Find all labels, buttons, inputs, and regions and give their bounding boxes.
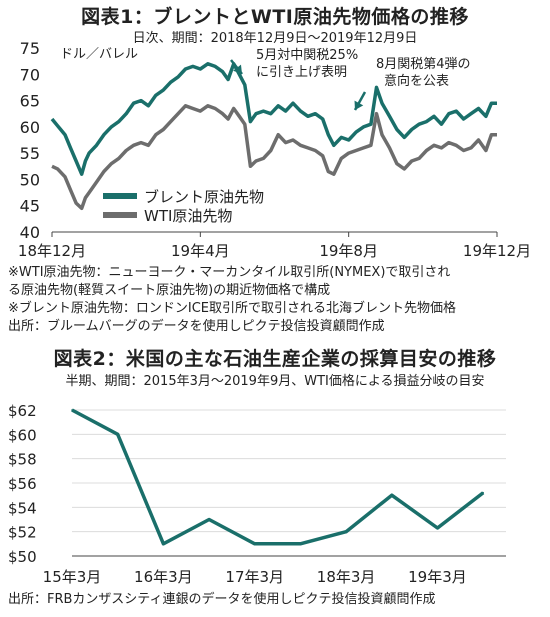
breakeven-point-7 — [390, 494, 393, 496]
breakeven-point-2 — [162, 543, 165, 545]
x-tick-label-0: 15年3月 — [43, 568, 102, 586]
chart1-source: 出所：ブルームバーグのデータを使用しピクテ投信投資顧問作成 — [8, 319, 385, 334]
y-tick-label-5: $60 — [8, 426, 37, 444]
y-tick-label-3: 55 — [20, 144, 40, 163]
breakeven-line — [71, 408, 485, 546]
x-tick-label-2: 19年8月 — [319, 242, 378, 260]
y-tick-label-0: $50 — [8, 548, 37, 566]
y-tick-label-0: 40 — [20, 223, 40, 242]
chart1-note-2: る原油先物(軽質スイート原油先物)の期近物価格で構成 — [8, 283, 331, 298]
chart2-title: 図表2：米国の主な石油生産企業の採算目安の推移 — [53, 348, 497, 370]
annotation-2-arrow-head — [354, 100, 364, 110]
x-tick-label-3: 19年12月 — [463, 242, 531, 260]
breakeven-point-8 — [436, 527, 439, 529]
annotation-1-line-2: に引き上げ表明 — [256, 65, 347, 80]
y-tick-label-2: 50 — [20, 170, 40, 189]
x-tick-label-6: 18年3月 — [317, 568, 376, 586]
breakeven-point-3 — [208, 518, 210, 521]
y-tick-label-1: $52 — [8, 524, 37, 542]
breakeven-point-9 — [482, 491, 484, 494]
y-tick-label-4: 60 — [20, 118, 40, 137]
breakeven-point-0 — [71, 409, 73, 411]
chart2-plot: $50 $52 $54 $56 $58 $60 $62 15年3月 16年3月 17年3月 18年3… — [8, 402, 506, 586]
y-tick-label-1: 45 — [20, 197, 40, 216]
y-tick-label-7: 75 — [20, 40, 40, 58]
x-tick-label-4: 17年3月 — [225, 568, 284, 586]
annotation-2-line-1: 8月関税第4弾の — [376, 57, 471, 72]
chart2-subtitle: 半期、期間：2015年3月～2019年9月、WTI価格による損益分岐の目安 — [65, 374, 485, 389]
y-tick-label-2: $54 — [8, 499, 37, 517]
y-tick-label-6: 70 — [20, 65, 40, 84]
x-tick-label-8: 19年3月 — [408, 568, 467, 586]
y-tick-label-6: $62 — [8, 402, 37, 420]
y-tick-label-5: 65 — [20, 92, 40, 111]
chart1-title: 図表1：ブレントとWTI原油先物価格の推移 — [81, 6, 469, 28]
series-line-brent — [50, 62, 497, 176]
annotation-2-line-2: 意向を公表 — [384, 73, 449, 89]
x-tick-label-2: 16年3月 — [134, 568, 193, 586]
legend-label-0: ブレント原油先物 — [144, 188, 264, 206]
annotation-1-arrow-head — [233, 64, 242, 74]
chart1-plot: 40 45 50 55 60 65 70 75 18年12月 19年4月 19年8月 19年12月 ドル… — [18, 40, 531, 260]
annotation-1-line-1: 5月対中関税25% — [256, 48, 358, 63]
breakeven-point-5 — [299, 543, 302, 545]
chart1-note-1: ※WTI原油先物：ニューヨーク・マーカンタイル取引所(NYMEX)で取引され — [8, 265, 451, 280]
x-tick-label-1: 19年4月 — [171, 242, 230, 260]
y-tick-label-3: $56 — [8, 475, 37, 493]
y-tick-label-4: $58 — [8, 451, 37, 469]
breakeven-point-1 — [116, 433, 119, 436]
y-axis-unit-label: ドル／バレル — [60, 47, 138, 62]
breakeven-point-6 — [345, 530, 347, 533]
breakeven-point-4 — [253, 543, 256, 545]
legend-label-1: WTI原油先物 — [144, 207, 232, 225]
series-line-wti — [51, 104, 497, 211]
chart1-subtitle: 日次、期間：2018年12月9日～2019年12月9日 — [132, 31, 418, 46]
chart1-note-3: ※ブレント原油先物：ロンドンICE取引所で取引される北海ブレント先物価格 — [8, 301, 457, 316]
chart2-source: 出所：FRBカンザスシティ連銀のデータを使用しピクテ投信投資顧問作成 — [8, 592, 436, 607]
x-tick-label-0: 18年12月 — [18, 242, 86, 260]
